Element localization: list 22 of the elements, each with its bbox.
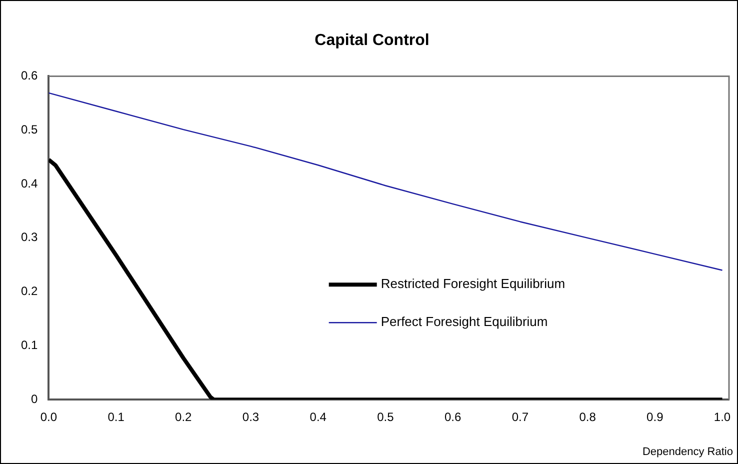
x-tick-label: 0.1: [108, 410, 125, 424]
y-tick-label: 0.6: [20, 68, 38, 83]
y-tick-label: 0.1: [20, 338, 38, 352]
legend-label: Restricted Foresight Equilibrium: [380, 276, 566, 292]
x-tick-label: 0.8: [579, 410, 596, 424]
x-tick-label: 0.0: [40, 410, 58, 424]
y-tick-label: 0.2: [20, 284, 38, 298]
chart-title: Capital Control: [314, 32, 430, 50]
x-tick-label: 0.5: [377, 410, 394, 424]
y-tick-label: 0.5: [20, 122, 38, 136]
x-tick-label: 1.0: [714, 410, 731, 424]
x-tick-label: 0.7: [512, 410, 529, 424]
x-tick-label: 0.2: [175, 410, 192, 424]
legend-label: Perfect Foresight Equilibrium: [380, 314, 548, 330]
x-tick-label: 0.9: [646, 410, 664, 424]
x-tick-label: 0.3: [242, 410, 260, 424]
x-axis-title: Dependency Ratio: [642, 446, 733, 458]
x-tick-label: 0.4: [310, 410, 327, 424]
y-tick-label: 0: [30, 392, 38, 406]
y-tick-label: 0.4: [20, 176, 38, 190]
y-tick-label: 0.3: [20, 230, 38, 244]
x-tick-label: 0.6: [444, 410, 462, 424]
